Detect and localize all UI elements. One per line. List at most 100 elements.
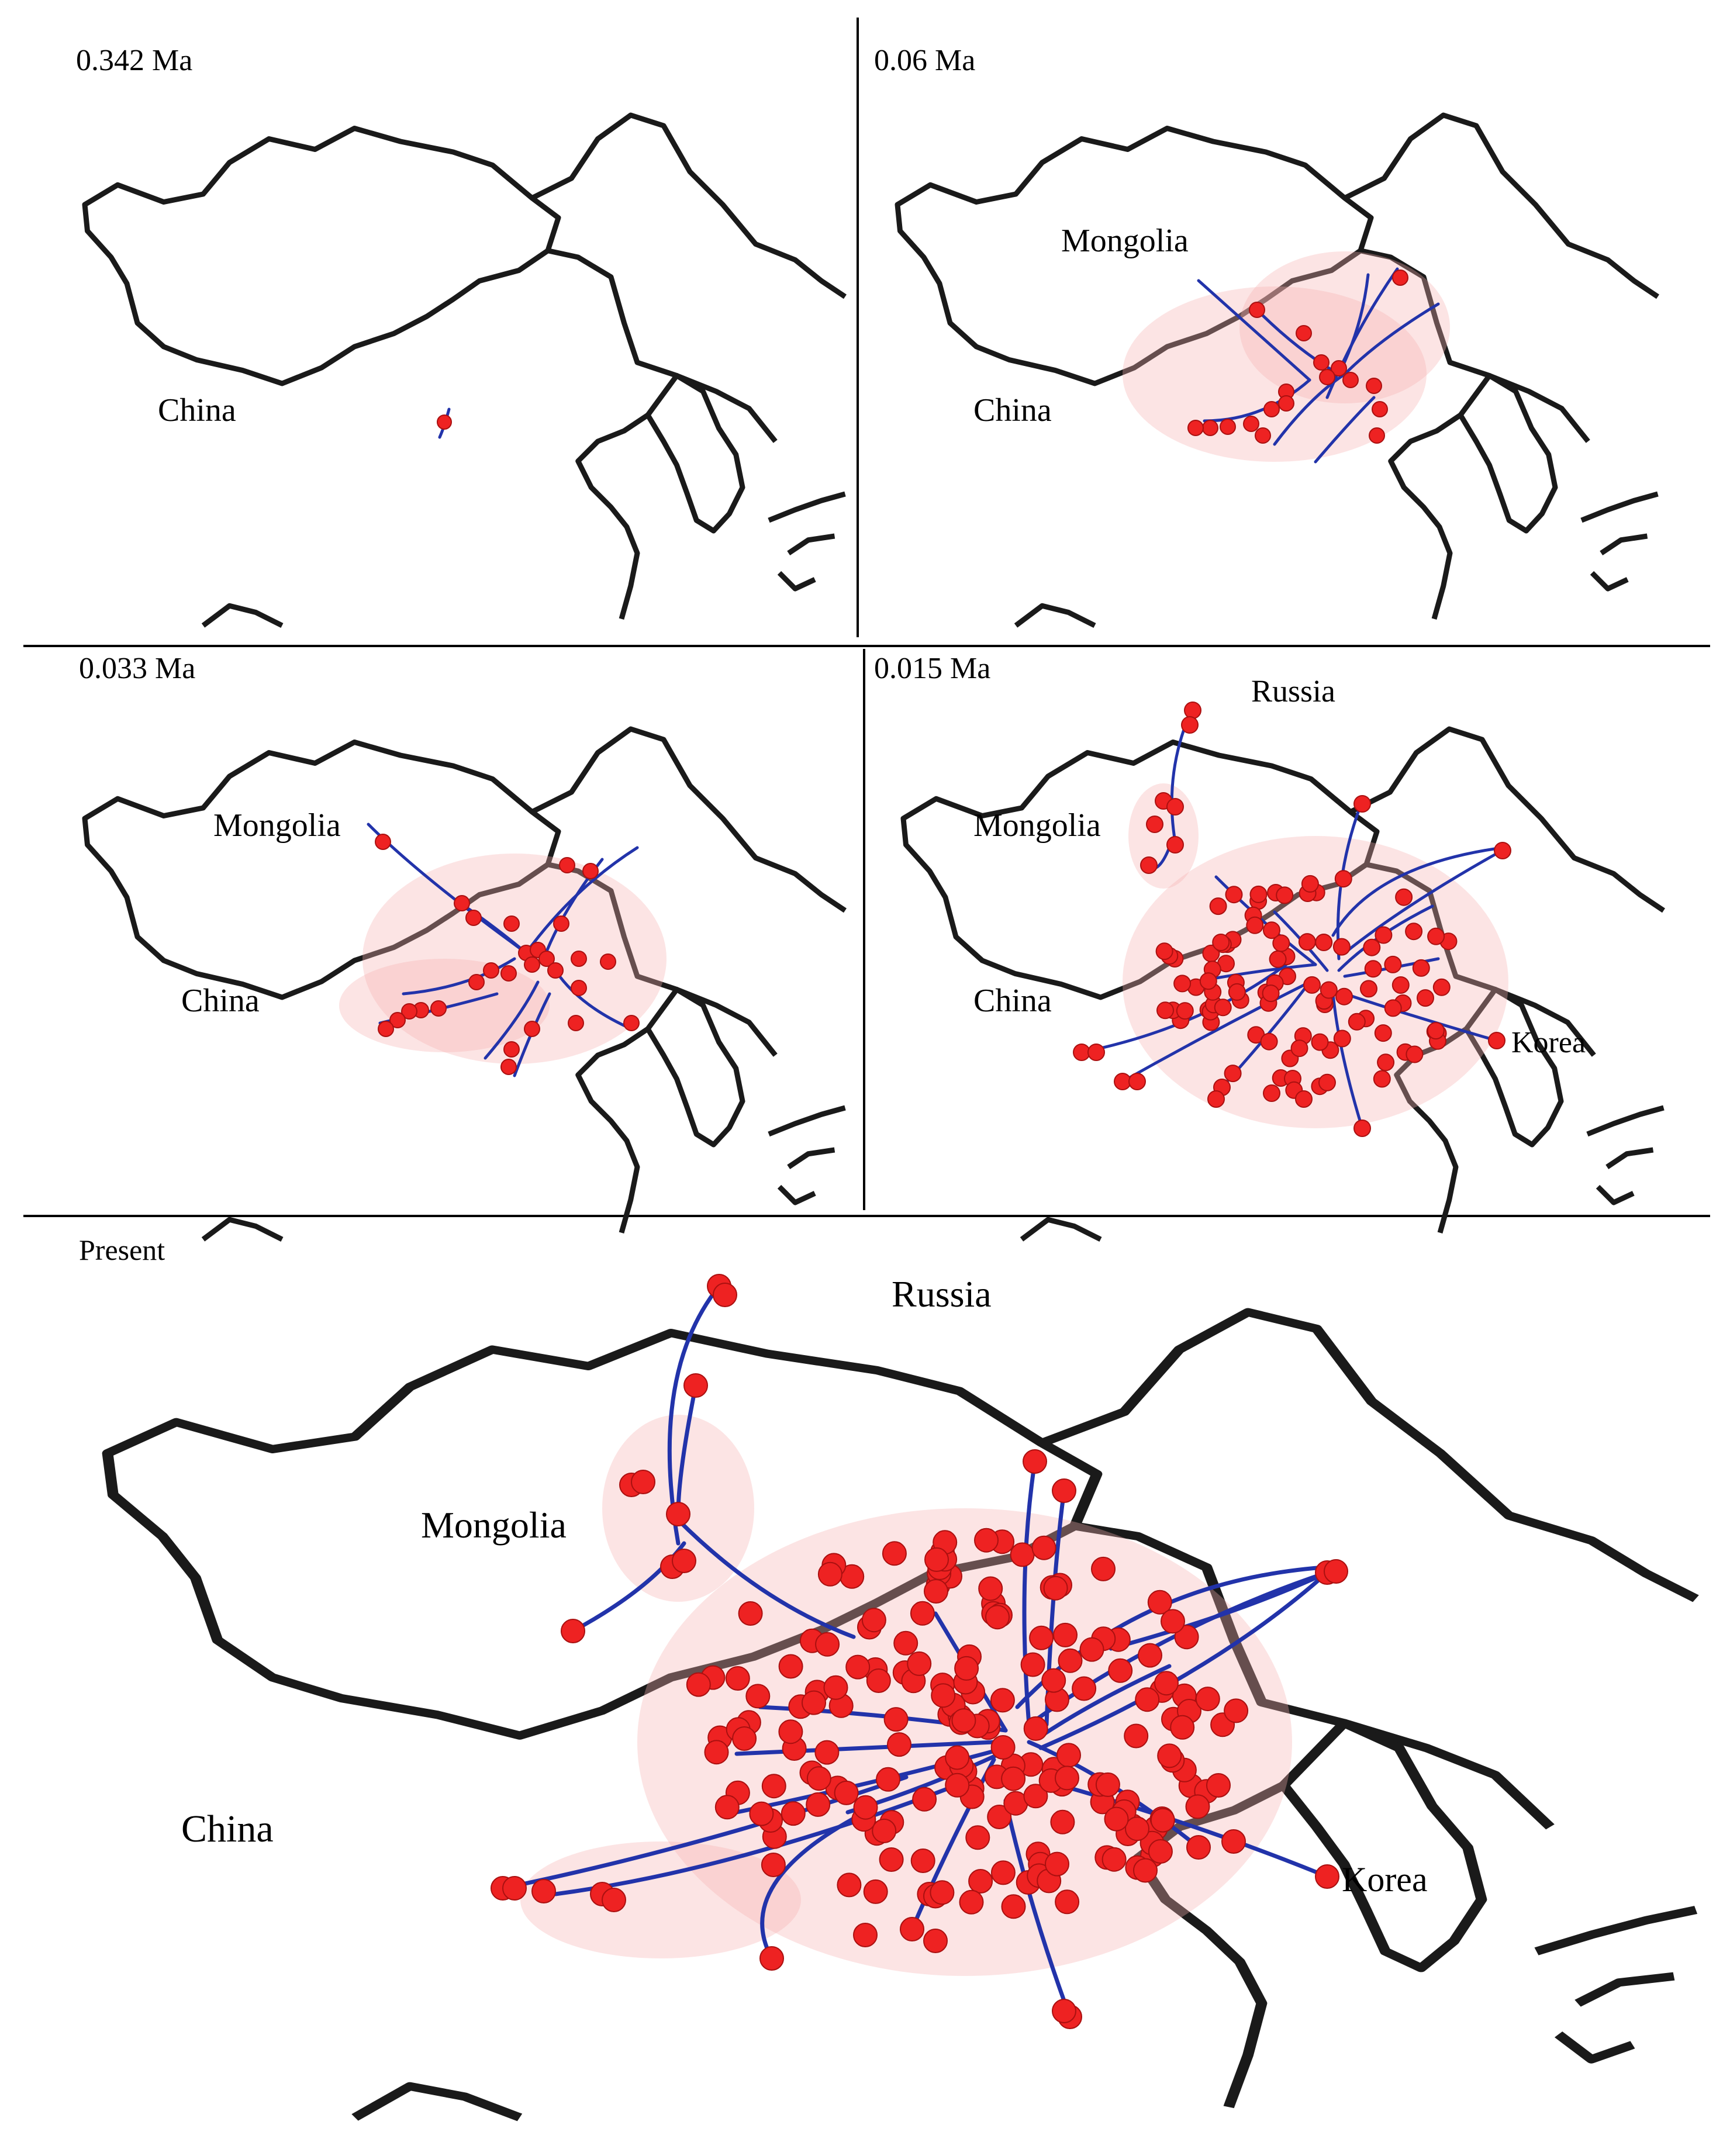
node [1199, 972, 1217, 990]
node [1091, 1556, 1116, 1581]
node [912, 1787, 937, 1812]
node [672, 1549, 696, 1573]
node [1335, 987, 1353, 1006]
node [1249, 885, 1268, 903]
node [454, 895, 470, 911]
node [990, 1860, 1016, 1885]
node [1228, 983, 1246, 1001]
node [1372, 401, 1388, 417]
node [924, 1579, 948, 1604]
node [1373, 1070, 1391, 1088]
node [1185, 1794, 1210, 1819]
node [1041, 1668, 1066, 1693]
node [1207, 1090, 1225, 1108]
node [1157, 1743, 1182, 1768]
node [1384, 955, 1402, 973]
node [1296, 325, 1312, 341]
node [1324, 1559, 1348, 1584]
node [1124, 1723, 1149, 1749]
node [1108, 1658, 1133, 1683]
node [602, 1888, 626, 1912]
node [1184, 702, 1201, 719]
panel-5-label-mongolia: Mongolia [421, 1504, 567, 1546]
node [1125, 1816, 1149, 1841]
node [985, 1605, 1010, 1630]
node [623, 1015, 640, 1031]
node [1427, 927, 1445, 945]
panel-4-label-mongolia: Mongolia [973, 807, 1101, 844]
node [1320, 981, 1338, 999]
node [1138, 1643, 1162, 1668]
node [559, 857, 575, 873]
node [1173, 975, 1192, 993]
node [1221, 1829, 1246, 1854]
node [1031, 1535, 1056, 1560]
node [1262, 984, 1280, 1003]
node [1156, 1001, 1174, 1020]
node [893, 1630, 918, 1656]
node [1369, 427, 1385, 444]
node [389, 1012, 406, 1028]
node [561, 1619, 585, 1643]
node [1095, 1772, 1120, 1797]
panel-4: 0.015 Ma Russia Mongolia China Korea [874, 652, 1664, 1239]
panel-5: Present Russia Mongolia China Korea [79, 1234, 1696, 2117]
node [547, 962, 564, 979]
panel-1-basemap [85, 115, 845, 626]
panel-1-time-label: 0.342 Ma [76, 44, 192, 77]
node [483, 962, 499, 979]
node [1366, 378, 1382, 394]
node [1313, 354, 1330, 371]
node [910, 1849, 935, 1873]
node [375, 834, 391, 850]
node [1406, 1045, 1424, 1063]
node [1181, 716, 1199, 734]
panel-4-label-china: China [973, 983, 1052, 1019]
node [686, 1672, 711, 1697]
node [503, 915, 520, 932]
node [1029, 1625, 1054, 1650]
panel-5-label-russia: Russia [892, 1273, 992, 1315]
node [1225, 886, 1243, 904]
node [778, 1654, 803, 1679]
node [853, 1795, 878, 1820]
node [1412, 959, 1430, 977]
node [1214, 998, 1232, 1017]
node [1374, 1024, 1392, 1042]
node [924, 1547, 949, 1572]
panel-3-time-label: 0.033 Ma [79, 652, 195, 685]
node [1360, 980, 1377, 998]
node [1334, 870, 1352, 888]
node [1043, 1575, 1068, 1601]
node [1166, 798, 1184, 816]
node [1053, 1622, 1078, 1647]
node [907, 1651, 932, 1676]
node [1166, 836, 1184, 854]
node [1073, 1044, 1090, 1061]
node [1315, 934, 1333, 951]
node [1263, 1084, 1280, 1102]
node [571, 980, 587, 996]
node [882, 1541, 907, 1566]
node [1342, 372, 1359, 388]
node [503, 1041, 520, 1058]
node [714, 1795, 740, 1820]
node [1146, 816, 1163, 833]
node [531, 1879, 556, 1903]
node [1045, 1851, 1069, 1877]
node [1058, 1648, 1083, 1673]
node [1260, 1032, 1278, 1051]
node [815, 1632, 840, 1657]
panel-5-label-china: China [181, 1808, 274, 1850]
node [1319, 369, 1335, 385]
node [1055, 1765, 1079, 1791]
panel-3-label-china: China [181, 983, 260, 1019]
node [1023, 1716, 1048, 1741]
node [1140, 856, 1158, 874]
node [1114, 1073, 1131, 1090]
node [872, 1818, 897, 1843]
panel-2-label-mongolia: Mongolia [1061, 223, 1189, 259]
node [1417, 989, 1434, 1007]
panel-2: 0.06 Ma Mongolia China [874, 44, 1658, 626]
node [861, 1608, 886, 1633]
